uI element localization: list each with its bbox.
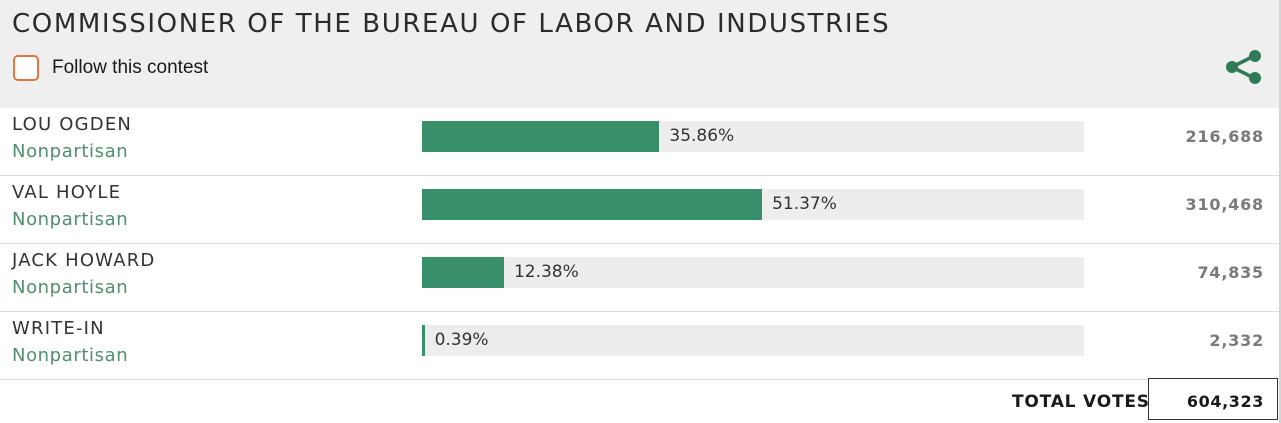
total-votes-box: 604,323	[1148, 378, 1278, 420]
candidate-row: WRITE-IN Nonpartisan 0.39% 2,332	[0, 312, 1279, 380]
follow-contest-toggle[interactable]: Follow this contest	[13, 53, 208, 83]
vote-bar-fill	[422, 189, 763, 220]
right-edge-divider	[1279, 0, 1281, 423]
candidate-row: LOU OGDEN Nonpartisan 35.86% 216,688	[0, 108, 1279, 176]
vote-bar-track: 35.86%	[422, 121, 1084, 152]
contest-header: COMMISSIONER OF THE BUREAU OF LABOR AND …	[0, 0, 1279, 108]
vote-percent: 35.86%	[669, 126, 735, 146]
share-button[interactable]	[1224, 49, 1264, 85]
candidate-name: VAL HOYLE	[12, 182, 122, 203]
vote-bar-track: 51.37%	[422, 189, 1084, 220]
candidate-name: JACK HOWARD	[12, 250, 156, 271]
contest-title: COMMISSIONER OF THE BUREAU OF LABOR AND …	[12, 9, 891, 39]
vote-bar-fill	[422, 121, 660, 152]
candidate-party: Nonpartisan	[12, 209, 129, 230]
vote-bar-track: 0.39%	[422, 325, 1084, 356]
vote-count: 74,835	[1197, 263, 1264, 282]
follow-label: Follow this contest	[52, 57, 209, 78]
vote-count: 310,468	[1185, 195, 1264, 214]
vote-count: 216,688	[1185, 127, 1264, 146]
total-votes-label: TOTAL VOTES	[1012, 392, 1150, 412]
vote-count: 2,332	[1209, 331, 1264, 350]
candidate-name: LOU OGDEN	[12, 114, 133, 135]
vote-percent: 51.37%	[772, 194, 837, 214]
vote-bar-track: 12.38%	[422, 257, 1084, 288]
follow-checkbox[interactable]	[13, 55, 39, 81]
vote-percent: 0.39%	[434, 330, 489, 350]
vote-bar-fill	[422, 325, 425, 356]
candidate-party: Nonpartisan	[12, 277, 129, 298]
vote-percent: 12.38%	[513, 262, 579, 282]
candidate-party: Nonpartisan	[12, 141, 129, 162]
candidate-row: VAL HOYLE Nonpartisan 51.37% 310,468	[0, 176, 1279, 244]
candidate-name: WRITE-IN	[12, 318, 105, 339]
candidate-party: Nonpartisan	[12, 345, 129, 366]
share-icon	[1226, 50, 1261, 84]
candidate-row: JACK HOWARD Nonpartisan 12.38% 74,835	[0, 244, 1279, 312]
total-votes-value: 604,323	[1186, 392, 1264, 411]
vote-bar-fill	[422, 257, 504, 288]
